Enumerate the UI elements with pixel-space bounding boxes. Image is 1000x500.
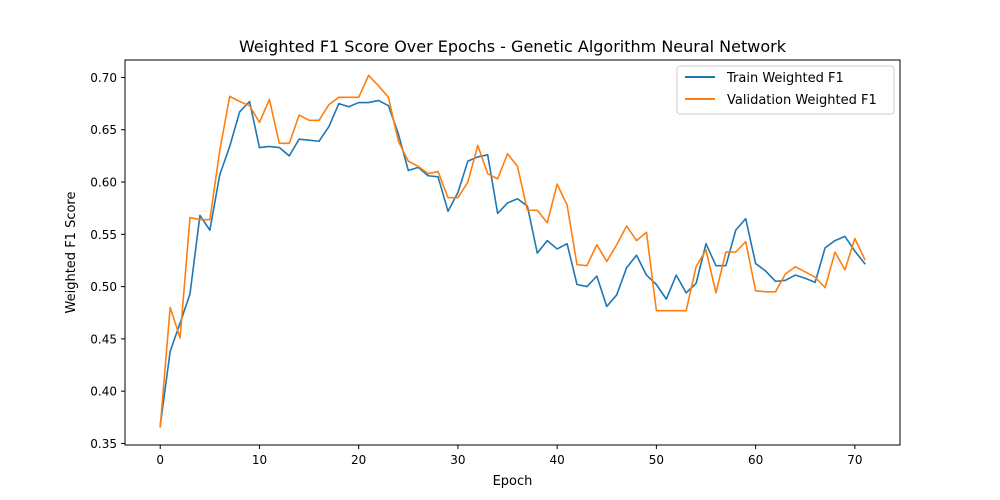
legend: Train Weighted F1 Validation Weighted F1 bbox=[676, 65, 895, 115]
y-tick-label: 0.65 bbox=[90, 123, 117, 137]
x-tick-label: 40 bbox=[550, 453, 565, 467]
legend-label-train: Train Weighted F1 bbox=[726, 71, 844, 86]
chart-title: Weighted F1 Score Over Epochs - Genetic … bbox=[239, 37, 787, 56]
y-tick-label: 0.50 bbox=[90, 280, 117, 294]
x-tick-label: 30 bbox=[450, 453, 465, 467]
y-tick-label: 0.70 bbox=[90, 71, 117, 85]
legend-label-validation: Validation Weighted F1 bbox=[727, 93, 877, 108]
y-axis: 0.35 0.40 0.45 0.50 0.55 0.60 0.65 0.70 bbox=[90, 71, 125, 451]
y-tick-label: 0.35 bbox=[90, 437, 117, 451]
series-line-validation bbox=[159, 74, 866, 428]
x-tick-label: 0 bbox=[156, 453, 164, 467]
legend-box bbox=[676, 65, 895, 115]
plot-frame bbox=[124, 59, 901, 446]
y-tick-label: 0.60 bbox=[90, 176, 117, 190]
series-line-train bbox=[159, 99, 866, 427]
plot-area: 0 10 20 30 40 50 60 70 0.35 0.40 0.45 0.50 0.55 0.60… bbox=[90, 59, 901, 467]
y-tick-label: 0.45 bbox=[90, 332, 117, 346]
x-tick-label: 70 bbox=[847, 453, 862, 467]
x-tick-label: 50 bbox=[649, 453, 664, 467]
x-tick-label: 10 bbox=[252, 453, 267, 467]
series-layer bbox=[159, 74, 866, 428]
y-tick-label: 0.55 bbox=[90, 228, 117, 242]
x-tick-label: 60 bbox=[748, 453, 763, 467]
x-axis-label: Epoch bbox=[493, 474, 533, 489]
y-axis-label: Weighted F1 Score bbox=[64, 192, 79, 314]
y-tick-label: 0.40 bbox=[90, 385, 117, 399]
x-axis: 0 10 20 30 40 50 60 70 bbox=[156, 445, 862, 467]
x-tick-label: 20 bbox=[351, 453, 366, 467]
